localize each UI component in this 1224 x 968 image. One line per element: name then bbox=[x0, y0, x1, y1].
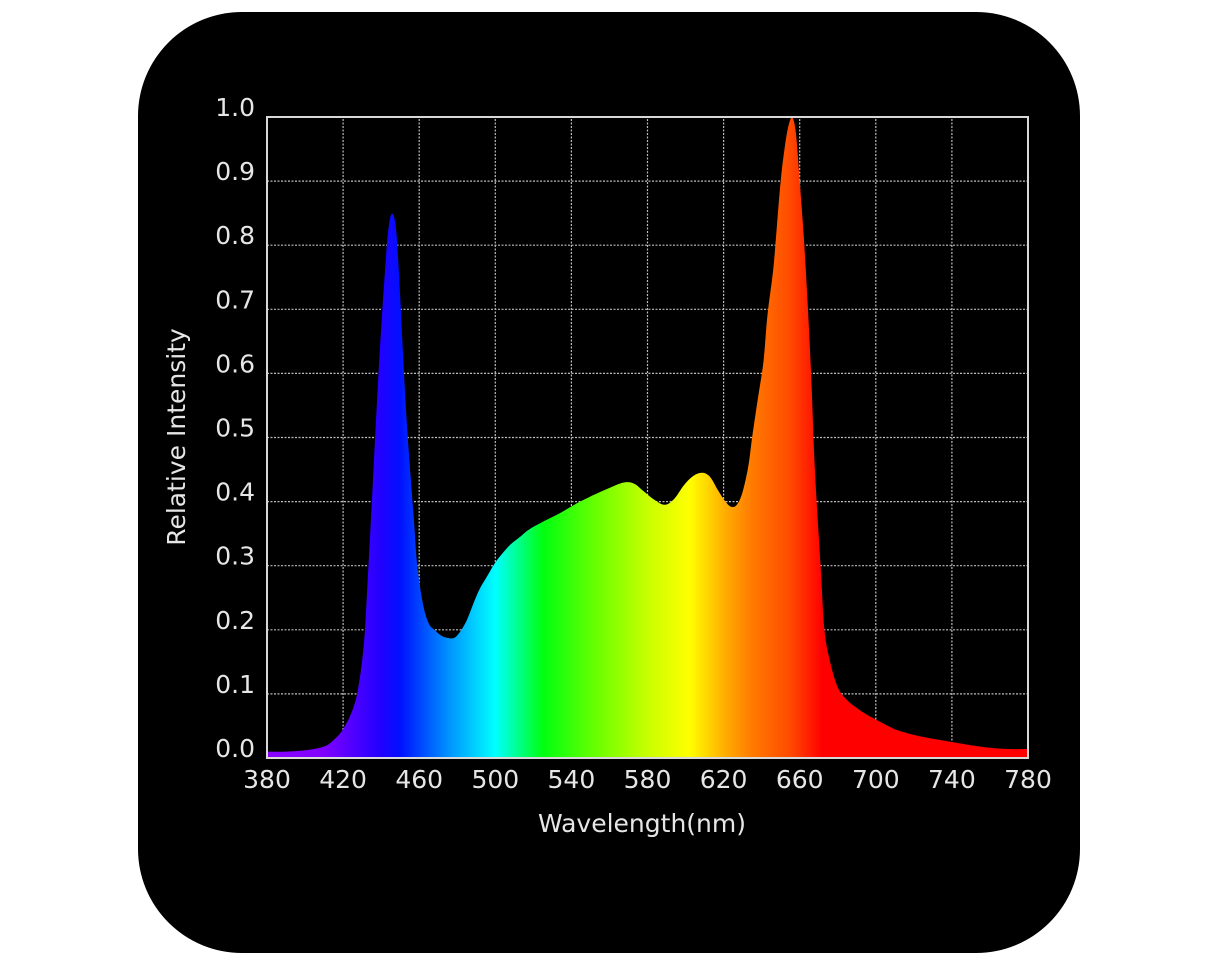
y-tick-label: 0.1 bbox=[215, 670, 255, 699]
x-tick-label: 580 bbox=[624, 765, 672, 794]
y-tick-label: 1.0 bbox=[215, 93, 255, 122]
x-axis-title: Wavelength(nm) bbox=[538, 809, 746, 838]
x-tick-label: 500 bbox=[471, 765, 519, 794]
y-tick-label: 0.3 bbox=[215, 542, 255, 571]
chart-panel bbox=[138, 12, 1080, 953]
y-tick-label: 0.6 bbox=[215, 349, 255, 378]
y-tick-label: 0.2 bbox=[215, 606, 255, 635]
y-tick-label: 0.0 bbox=[215, 734, 255, 763]
x-axis-ticks: 380 420 460 500 540 580 620 660 700 740 780 bbox=[243, 765, 1052, 794]
x-tick-label: 740 bbox=[928, 765, 976, 794]
y-tick-label: 0.4 bbox=[215, 478, 255, 507]
x-tick-label: 700 bbox=[852, 765, 900, 794]
y-tick-label: 0.8 bbox=[215, 221, 255, 250]
x-tick-label: 780 bbox=[1004, 765, 1052, 794]
x-tick-label: 460 bbox=[395, 765, 443, 794]
y-axis-ticks: 0.0 0.1 0.2 0.3 0.4 0.5 0.6 0.7 0.8 0.9 1.0 bbox=[215, 93, 255, 763]
x-tick-label: 420 bbox=[319, 765, 367, 794]
x-tick-label: 540 bbox=[548, 765, 596, 794]
y-tick-label: 0.7 bbox=[215, 285, 255, 314]
plot-frame bbox=[266, 116, 1029, 759]
y-tick-label: 0.9 bbox=[215, 157, 255, 186]
y-tick-label: 0.5 bbox=[215, 414, 255, 443]
x-tick-label: 380 bbox=[243, 765, 291, 794]
spectrum-area bbox=[267, 117, 1028, 758]
x-tick-label: 620 bbox=[700, 765, 748, 794]
x-tick-label: 660 bbox=[776, 765, 824, 794]
y-axis-title: Relative Intensity bbox=[162, 328, 191, 546]
